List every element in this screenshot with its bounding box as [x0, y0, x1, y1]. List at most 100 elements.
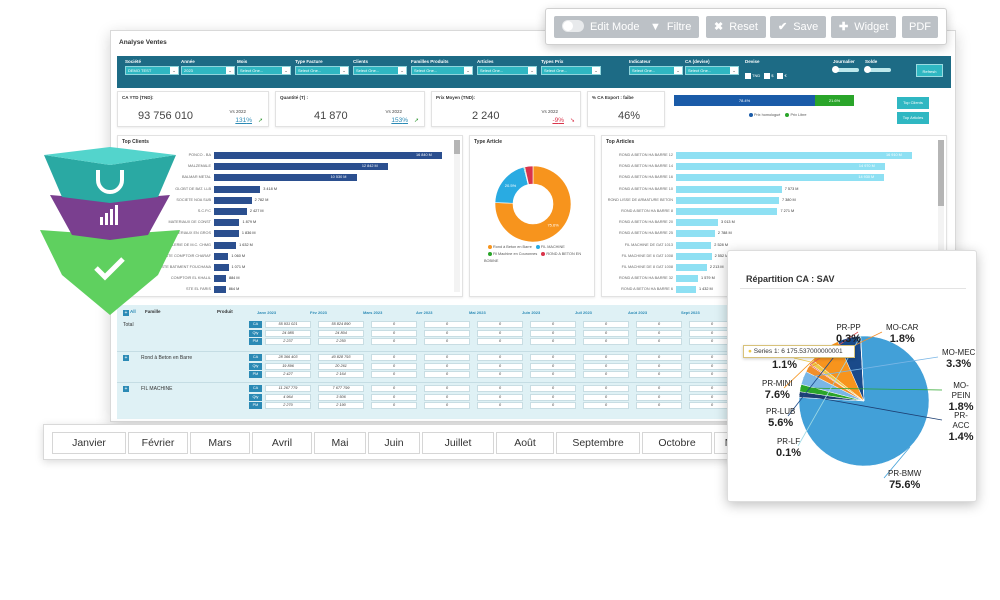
table-cell: 0	[477, 385, 523, 392]
bar[interactable]	[214, 152, 442, 159]
bar[interactable]	[676, 264, 707, 271]
solde-slider[interactable]	[864, 66, 891, 73]
filter-select[interactable]: Select One... ⌄	[353, 66, 407, 75]
bar[interactable]	[214, 252, 229, 260]
filter-select[interactable]: Select One... ⌄	[629, 66, 683, 75]
funnel-icon: ▼	[650, 21, 661, 33]
kpi-pct[interactable]: 153%	[391, 117, 408, 124]
devise-checkbox[interactable]	[777, 72, 784, 79]
kpi-ca-ytd: CA YTD (TND): 93 756 010 Vs 2022 131% ➚	[117, 91, 269, 127]
bar-value-label: 1 432 M	[698, 287, 713, 292]
bar[interactable]	[214, 163, 388, 171]
filter-button[interactable]: ▼ Filtre	[642, 16, 700, 38]
bar[interactable]	[676, 196, 779, 204]
donut-slice[interactable]	[524, 165, 534, 185]
bar[interactable]	[676, 241, 712, 249]
bar[interactable]	[214, 275, 226, 283]
all-label[interactable]: All	[130, 309, 136, 314]
top-clients-button[interactable]: Top Clients	[897, 97, 929, 109]
expand-row-icon[interactable]: +	[123, 355, 129, 361]
bar[interactable]	[676, 219, 719, 227]
top-articles-button[interactable]: Top Articles	[897, 112, 929, 124]
expand-row-icon[interactable]: +	[123, 386, 129, 392]
bar-row: FIL MACHINE DE 6 GAT 1008 2 552 M	[622, 252, 912, 260]
bar-label: FIL MACHINE DE 6 GAT 1008	[621, 253, 673, 258]
filter-select[interactable]: 2023 ⌄	[181, 66, 235, 75]
month-tab[interactable]: Octobre	[642, 432, 712, 454]
bar[interactable]	[676, 152, 912, 159]
bar[interactable]	[214, 185, 261, 193]
refresh-button[interactable]: Refresh	[916, 64, 943, 77]
legend-label: Prix Libre	[790, 113, 807, 117]
bar[interactable]	[214, 196, 252, 204]
bar[interactable]	[676, 230, 715, 238]
table-cell: 0	[424, 329, 470, 337]
bar[interactable]	[676, 275, 699, 283]
save-button[interactable]: ✔ Save	[770, 16, 827, 38]
edit-mode-toggle[interactable]: Edit Mode	[554, 16, 648, 38]
bar[interactable]	[676, 174, 885, 182]
share-legend: Prix homologué Prix Libre	[745, 113, 807, 117]
devise-checkbox[interactable]	[764, 72, 771, 79]
bar[interactable]	[214, 174, 357, 182]
kpi-pct[interactable]: 131%	[235, 117, 252, 124]
expand-all-icon[interactable]: +	[123, 310, 129, 316]
filter-select[interactable]: Select One... ⌄	[411, 66, 473, 75]
scrollbar-thumb[interactable]	[454, 140, 460, 154]
month-tab[interactable]: Août	[496, 432, 554, 454]
filter-value: Select One...	[688, 68, 712, 73]
bar[interactable]	[676, 286, 696, 294]
add-widget-button[interactable]: ✚ Widget	[831, 16, 897, 38]
month-tab[interactable]: Mai	[314, 432, 366, 454]
table-cell: 0	[583, 402, 629, 409]
column-header-month: Juil 2023	[575, 310, 592, 315]
month-tab[interactable]: Janvier	[52, 432, 126, 454]
month-tab[interactable]: Juillet	[422, 432, 494, 454]
journalier-slider[interactable]	[832, 66, 859, 73]
devise-checkbox[interactable]	[745, 72, 751, 79]
month-tab[interactable]: Avril	[252, 432, 312, 454]
table-cell: 0	[424, 385, 470, 392]
filter-select[interactable]: DEMO TEST ⌄	[125, 66, 179, 75]
kpi-pct[interactable]: -9%	[552, 117, 564, 124]
filter-select[interactable]: Select One... ⌄	[295, 66, 349, 75]
scrollbar[interactable]	[938, 140, 944, 292]
table-cell: 0	[424, 362, 470, 370]
filter-select[interactable]: Select One... ⌄	[685, 66, 739, 75]
filter-select[interactable]: Select One... ⌄	[541, 66, 601, 75]
scrollbar-thumb[interactable]	[938, 140, 944, 206]
filter-3: Type Facture Select One... ⌄	[295, 59, 349, 75]
table-cell: 0	[530, 329, 576, 337]
bar[interactable]	[214, 264, 229, 271]
month-tab[interactable]: Juin	[368, 432, 420, 454]
month-tab[interactable]: Mars	[190, 432, 250, 454]
bar-label: ROND A BETON HA BARRE 25	[619, 231, 673, 236]
pie-slice-label: PR-LF 0.1%	[776, 437, 801, 459]
reset-button[interactable]: ✖ Reset	[706, 16, 766, 38]
bar[interactable]	[214, 219, 240, 227]
bar[interactable]	[214, 208, 247, 215]
donut-slice[interactable]	[494, 165, 572, 243]
toggle-switch-icon[interactable]	[562, 20, 584, 33]
row-separator	[117, 351, 951, 352]
bar[interactable]	[676, 185, 782, 193]
filter-select[interactable]: Select One... ⌄	[237, 66, 291, 75]
table-cell: 0	[477, 321, 523, 328]
table-cell: 0	[371, 393, 417, 401]
month-tab[interactable]: Février	[128, 432, 188, 454]
bar[interactable]	[214, 286, 226, 294]
pdf-button[interactable]: PDF	[902, 16, 938, 38]
bar[interactable]	[676, 208, 778, 215]
bar-label: MATERIAUX DE CONST	[168, 220, 211, 225]
bar-label: ROND A BETON HA BARRE 32	[619, 276, 673, 281]
table-cell: 0	[424, 354, 470, 361]
table-cell: 40 828 793	[318, 354, 364, 361]
bar[interactable]	[214, 241, 237, 249]
month-tab[interactable]: Septembre	[556, 432, 640, 454]
pie-slice-label: PR-MINI 7.6%	[762, 379, 793, 401]
scrollbar[interactable]	[454, 140, 460, 292]
filter-select[interactable]: Select One... ⌄	[477, 66, 537, 75]
bar[interactable]	[214, 230, 239, 238]
bar[interactable]	[676, 163, 885, 171]
bar[interactable]	[676, 252, 712, 260]
